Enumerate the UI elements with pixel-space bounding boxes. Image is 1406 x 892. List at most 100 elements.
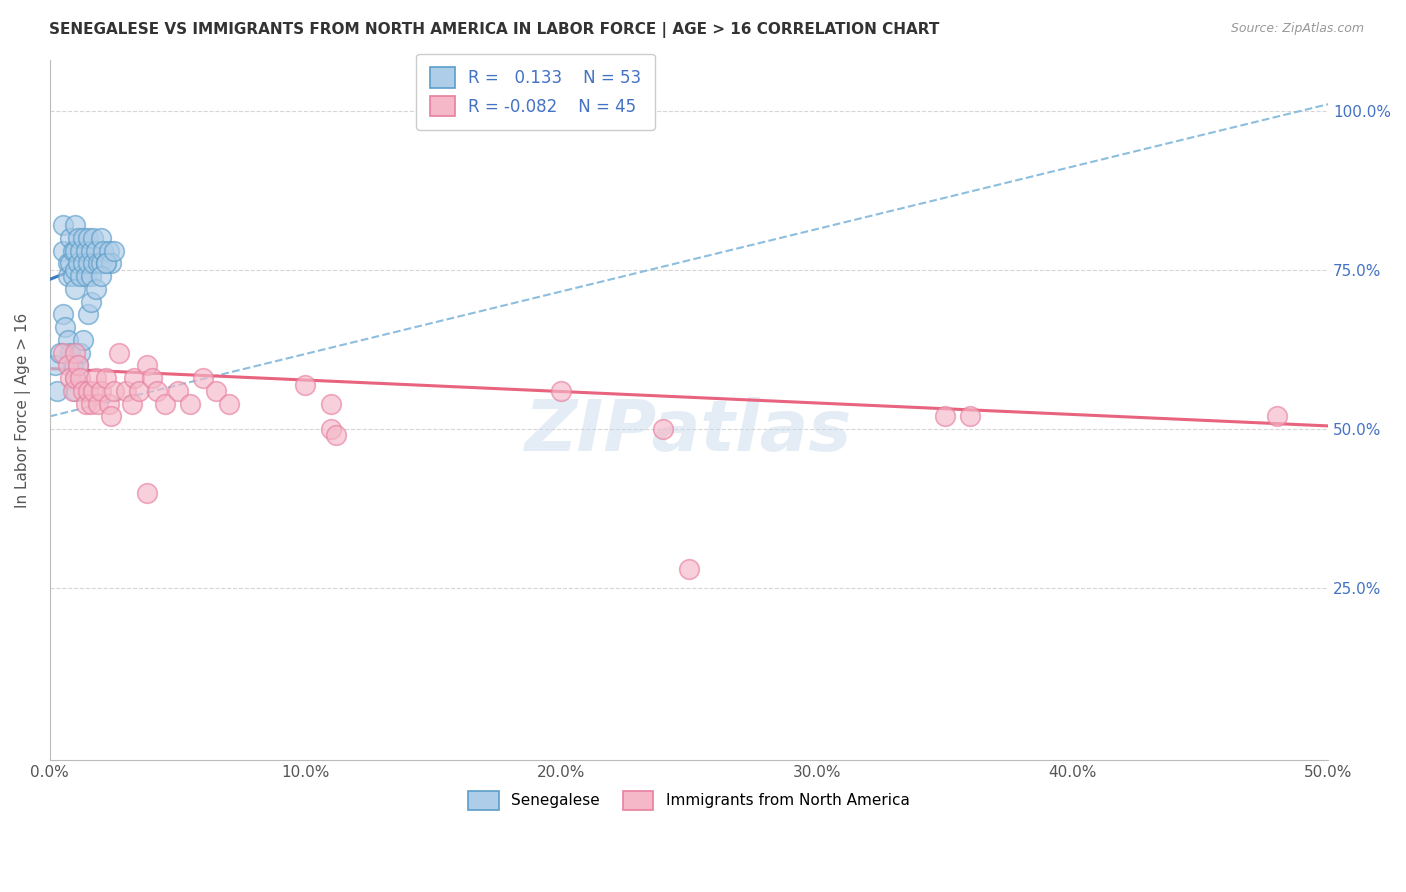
Point — [72, 333, 94, 347]
Point — [84, 371, 107, 385]
Point — [44, 359, 66, 373]
Point — [218, 396, 240, 410]
Point — [107, 345, 129, 359]
Point — [1265, 409, 1288, 424]
Point — [79, 396, 101, 410]
Point — [75, 244, 97, 258]
Point — [65, 263, 87, 277]
Point — [56, 333, 79, 347]
Point — [87, 256, 110, 270]
Point — [66, 231, 89, 245]
Point — [141, 371, 163, 385]
Point — [319, 422, 342, 436]
Point — [62, 244, 84, 258]
Point — [51, 219, 73, 233]
Point — [53, 320, 76, 334]
Point — [103, 384, 125, 398]
Point — [100, 409, 122, 424]
Point — [166, 384, 188, 398]
Point — [59, 345, 82, 359]
Text: SENEGALESE VS IMMIGRANTS FROM NORTH AMERICA IN LABOR FORCE | AGE > 16 CORRELATIO: SENEGALESE VS IMMIGRANTS FROM NORTH AMER… — [49, 22, 939, 38]
Point — [135, 359, 157, 373]
Point — [319, 396, 342, 410]
Point — [62, 359, 84, 373]
Point — [97, 396, 120, 410]
Point — [79, 269, 101, 284]
Point — [550, 384, 572, 398]
Point — [652, 422, 675, 436]
Point — [205, 384, 228, 398]
Point — [69, 269, 91, 284]
Point — [65, 244, 87, 258]
Point — [84, 244, 107, 258]
Point — [66, 256, 89, 270]
Legend: Senegalese, Immigrants from North America: Senegalese, Immigrants from North Americ… — [463, 785, 915, 816]
Point — [79, 244, 101, 258]
Point — [153, 396, 176, 410]
Point — [69, 371, 91, 385]
Point — [59, 256, 82, 270]
Point — [56, 269, 79, 284]
Text: Source: ZipAtlas.com: Source: ZipAtlas.com — [1230, 22, 1364, 36]
Point — [87, 396, 110, 410]
Point — [49, 345, 72, 359]
Point — [65, 345, 87, 359]
Point — [59, 231, 82, 245]
Point — [46, 384, 69, 398]
Point — [100, 256, 122, 270]
Point — [77, 231, 100, 245]
Point — [82, 384, 104, 398]
Point — [90, 269, 112, 284]
Point — [72, 256, 94, 270]
Point — [93, 244, 115, 258]
Point — [72, 231, 94, 245]
Point — [77, 308, 100, 322]
Point — [94, 371, 117, 385]
Point — [84, 282, 107, 296]
Point — [65, 371, 87, 385]
Point — [90, 256, 112, 270]
Point — [75, 269, 97, 284]
Point — [90, 231, 112, 245]
Point — [65, 219, 87, 233]
Point — [51, 308, 73, 322]
Point — [94, 256, 117, 270]
Point — [122, 371, 145, 385]
Point — [90, 384, 112, 398]
Point — [325, 428, 347, 442]
Point — [66, 359, 89, 373]
Point — [75, 396, 97, 410]
Point — [62, 269, 84, 284]
Point — [135, 485, 157, 500]
Point — [79, 294, 101, 309]
Point — [115, 384, 138, 398]
Point — [51, 244, 73, 258]
Point — [294, 377, 316, 392]
Point — [97, 244, 120, 258]
Point — [82, 231, 104, 245]
Point — [65, 282, 87, 296]
Point — [103, 244, 125, 258]
Point — [69, 345, 91, 359]
Point — [56, 256, 79, 270]
Point — [146, 384, 169, 398]
Point — [65, 371, 87, 385]
Point — [934, 409, 956, 424]
Point — [191, 371, 214, 385]
Point — [69, 244, 91, 258]
Point — [59, 371, 82, 385]
Point — [94, 256, 117, 270]
Point — [62, 384, 84, 398]
Point — [77, 256, 100, 270]
Point — [77, 384, 100, 398]
Y-axis label: In Labor Force | Age > 16: In Labor Force | Age > 16 — [15, 312, 31, 508]
Point — [128, 384, 150, 398]
Point — [56, 359, 79, 373]
Point — [179, 396, 201, 410]
Point — [678, 562, 700, 576]
Point — [66, 359, 89, 373]
Point — [72, 384, 94, 398]
Point — [65, 384, 87, 398]
Text: ZIPatlas: ZIPatlas — [526, 397, 852, 466]
Point — [51, 345, 73, 359]
